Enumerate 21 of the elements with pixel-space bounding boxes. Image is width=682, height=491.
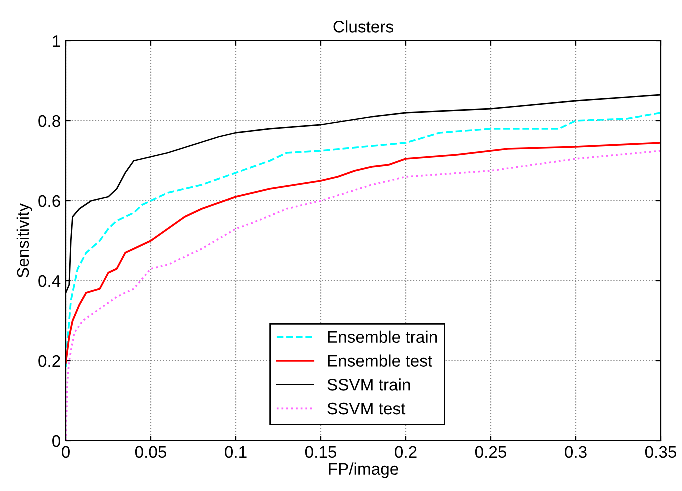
x-tick-label: 0.25 [475,446,507,458]
x-axis-title: FP/image [329,462,398,478]
x-tick-label: 0.15 [305,446,337,458]
legend-label: SSVM train [328,378,410,391]
legend-label: Ensemble train [328,330,438,344]
x-tick-label: 0 [62,446,70,458]
y-tick-label: 1 [53,36,60,48]
y-tick-label: 0.6 [38,195,60,208]
y-tick-label: 0.8 [38,115,60,128]
y-tick-label: 0 [52,435,60,448]
legend-label: Ensemble test [328,354,432,367]
x-tick-label: 0.2 [395,446,417,458]
x-tick-label: 0.35 [645,446,677,458]
x-tick-label: 0.05 [135,446,167,458]
x-tick-label: 0.1 [225,446,247,458]
legend-label: SSVM test [328,402,406,415]
y-tick-label: 0.4 [38,275,61,288]
y-axis-title: Sensitivity [16,204,32,278]
x-tick-label: 0.3 [565,446,587,458]
y-tick-label: 0.2 [38,355,60,368]
chart-title: Clusters [334,20,394,33]
